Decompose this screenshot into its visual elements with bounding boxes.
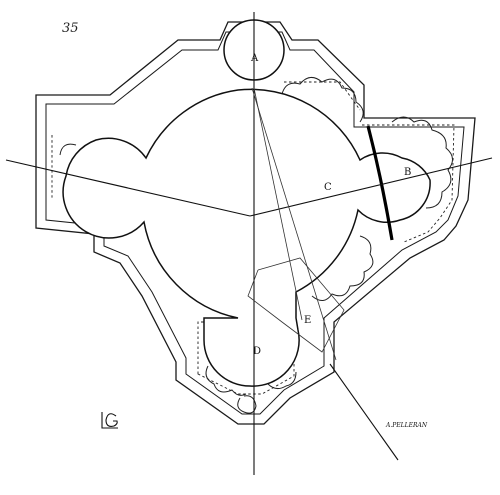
label-b: B [404,167,411,178]
dashed-right-zone [362,124,455,243]
label-d: D [253,346,261,357]
niches-bottom-left [205,365,247,396]
diagonal-line-e [329,363,399,461]
monogram-logo [101,412,118,429]
label-e: E [304,315,311,326]
label-a: A [250,53,259,64]
monogram-l-stroke [101,412,118,429]
diagonal-square-e [247,257,345,353]
niches-bottom-center [237,395,257,414]
scalloped-niches [59,77,453,414]
niches-left-upper [59,143,77,156]
niches-bottom-right [267,371,297,390]
engraver-signature: A.PELLERAN [385,422,428,429]
heavy-arc-b [366,125,394,241]
construction-line-a-e-2 [253,87,303,321]
label-c: C [324,182,332,193]
niches-right [391,116,453,209]
plate-number: 35 [62,21,79,36]
diagonal-axis-c [249,157,493,217]
main-chamber-with-apses [62,88,431,387]
niches-lower-right [311,235,374,301]
construction-lines [5,12,493,475]
dashed-top-arc [284,81,361,111]
horizontal-axis-left [5,159,251,217]
monogram-g-stroke [105,413,118,427]
construction-line-a-e [251,87,337,361]
niches-upper-right [281,77,364,123]
dashed-lower-zone [197,321,295,395]
point-labels: A B C D E [250,53,411,357]
dashed-outlines [51,81,455,395]
